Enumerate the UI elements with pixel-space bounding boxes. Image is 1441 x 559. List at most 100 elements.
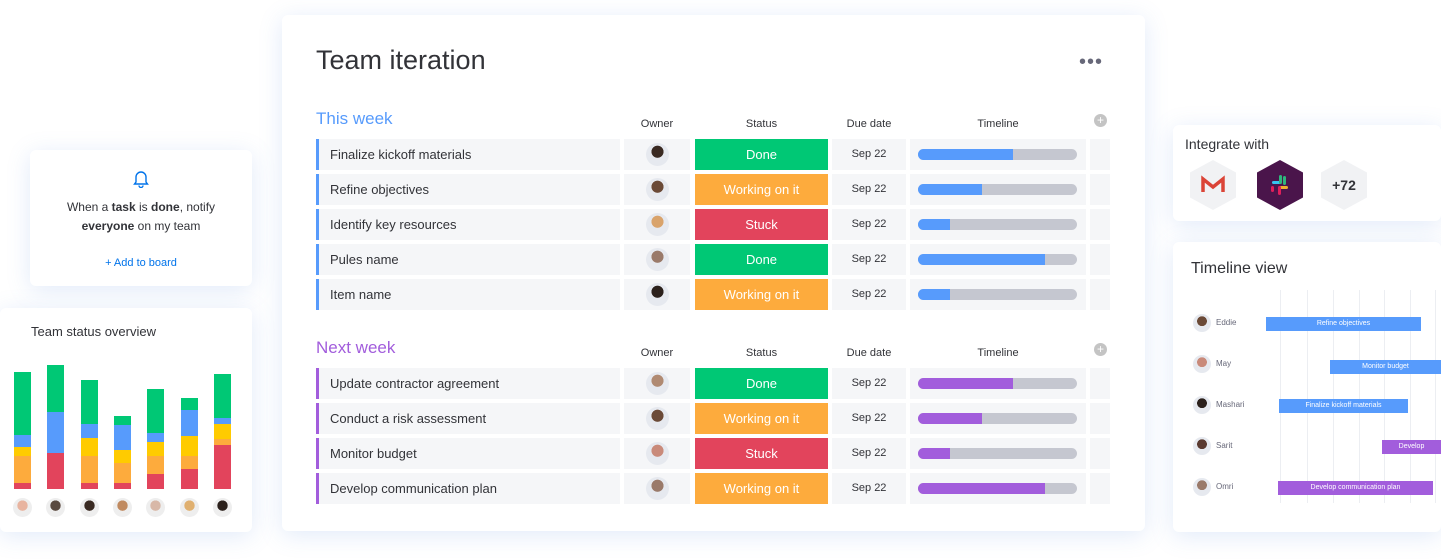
column-header-due: Due date <box>846 347 892 359</box>
timeline-bar <box>918 149 1077 160</box>
due-date[interactable]: Sep 22 <box>832 473 906 504</box>
bar-segment-review <box>80 424 98 438</box>
status-badge[interactable]: Working on it <box>695 403 828 434</box>
timeline-task-bar[interactable]: Refine objectives <box>1266 317 1421 331</box>
group-title[interactable]: This week <box>316 109 393 128</box>
extra-cell <box>1090 368 1110 399</box>
timeline-cell[interactable] <box>910 209 1086 240</box>
more-horizontal-icon[interactable]: ••• <box>1078 51 1103 73</box>
slack-icon[interactable] <box>1257 160 1303 210</box>
due-date[interactable]: Sep 22 <box>832 244 906 275</box>
due-date[interactable]: Sep 22 <box>832 438 906 469</box>
table-row[interactable]: Finalize kickoff materials Done Sep 22 <box>316 139 1112 170</box>
owner-cell[interactable] <box>624 174 690 205</box>
add-column-button[interactable]: + <box>1094 343 1107 356</box>
due-date[interactable]: Sep 22 <box>832 209 906 240</box>
table-row[interactable]: Develop communication plan Working on it S… <box>316 473 1112 504</box>
owner-cell[interactable] <box>624 403 690 434</box>
extra-cell <box>1090 174 1110 205</box>
group-title[interactable]: Next week <box>316 338 396 357</box>
owner-cell[interactable] <box>624 368 690 399</box>
owner-cell[interactable] <box>624 209 690 240</box>
timeline-bar <box>918 184 1077 195</box>
status-badge[interactable]: Done <box>695 244 828 275</box>
bar-segment-stuck <box>14 483 31 489</box>
status-badge[interactable]: Working on it <box>695 174 828 205</box>
add-to-board-link[interactable]: + Add to board <box>105 257 177 269</box>
bar-segment-pending <box>147 442 165 456</box>
owner-cell[interactable] <box>624 279 690 310</box>
timeline-task-bar[interactable]: Develop <box>1382 440 1441 454</box>
timeline-cell[interactable] <box>910 473 1086 504</box>
task-name[interactable]: Conduct a risk assessment <box>316 403 620 434</box>
table-row[interactable]: Item name Working on it Sep 22 <box>316 279 1112 310</box>
timeline-progress <box>918 219 950 230</box>
task-name[interactable]: Monitor budget <box>316 438 620 469</box>
table-row[interactable]: Monitor budget Stuck Sep 22 <box>316 438 1112 469</box>
timeline-bar <box>918 254 1077 265</box>
add-column-button[interactable]: + <box>1094 114 1107 127</box>
timeline-bar <box>918 219 1077 230</box>
bar-segment-done <box>180 398 198 410</box>
task-name[interactable]: Identify key resources <box>316 209 620 240</box>
status-badge[interactable]: Done <box>695 139 828 170</box>
column-header-timeline: Timeline <box>977 118 1019 130</box>
more-integrations-button[interactable]: +72 <box>1321 160 1367 210</box>
timeline-cell[interactable] <box>910 368 1086 399</box>
timeline-task-bar[interactable]: Finalize kickoff materials <box>1279 399 1408 413</box>
timeline-cell[interactable] <box>910 174 1086 205</box>
bar-segment-review <box>147 433 165 442</box>
status-badge[interactable]: Working on it <box>695 473 828 504</box>
bar-segment-review <box>180 410 198 436</box>
due-date[interactable]: Sep 22 <box>832 403 906 434</box>
task-name[interactable]: Develop communication plan <box>316 473 620 504</box>
due-date[interactable]: Sep 22 <box>832 174 906 205</box>
task-name[interactable]: Refine objectives <box>316 174 620 205</box>
avatar <box>646 283 669 306</box>
timeline-task-bar[interactable]: Monitor budget <box>1330 360 1441 374</box>
bar-segment-done <box>147 389 165 433</box>
status-badge[interactable]: Done <box>695 368 828 399</box>
integrations-card: Integrate with +72 <box>1173 125 1441 221</box>
table-row[interactable]: Update contractor agreement Done Sep 22 <box>316 368 1112 399</box>
timeline-cell[interactable] <box>910 244 1086 275</box>
gmail-icon[interactable] <box>1190 160 1236 210</box>
task-name[interactable]: Finalize kickoff materials <box>316 139 620 170</box>
timeline-cell[interactable] <box>910 438 1086 469</box>
due-date[interactable]: Sep 22 <box>832 368 906 399</box>
due-date[interactable]: Sep 22 <box>832 139 906 170</box>
owner-cell[interactable] <box>624 473 690 504</box>
column-header-status: Status <box>745 347 778 359</box>
timeline-cell[interactable] <box>910 279 1086 310</box>
bar-segment-working <box>147 456 165 474</box>
timeline-cell[interactable] <box>910 139 1086 170</box>
task-name[interactable]: Item name <box>316 279 620 310</box>
status-badge[interactable]: Stuck <box>695 209 828 240</box>
avatar <box>1193 437 1211 455</box>
timeline-progress <box>918 448 950 459</box>
timeline-progress <box>918 289 950 300</box>
bar-segment-working <box>180 456 198 469</box>
owner-cell[interactable] <box>624 438 690 469</box>
table-row[interactable]: Identify key resources Stuck Sep 22 <box>316 209 1112 240</box>
status-badge[interactable]: Stuck <box>695 438 828 469</box>
timeline-cell[interactable] <box>910 403 1086 434</box>
task-name[interactable]: Update contractor agreement <box>316 368 620 399</box>
grid-line <box>1359 290 1360 503</box>
team-status-overview-card: Team status overview <box>0 308 252 532</box>
table-row[interactable]: Conduct a risk assessment Working on it Se… <box>316 403 1112 434</box>
person-name: Mashari <box>1216 400 1245 409</box>
owner-cell[interactable] <box>624 244 690 275</box>
avatar <box>179 498 199 517</box>
status-badge[interactable]: Working on it <box>695 279 828 310</box>
task-group: This week Owner Status Due date Timeline + Fin… <box>316 109 1112 310</box>
task-name[interactable]: Pules name <box>316 244 620 275</box>
table-row[interactable]: Pules name Done Sep 22 <box>316 244 1112 275</box>
table-row[interactable]: Refine objectives Working on it Sep 22 <box>316 174 1112 205</box>
bar-segment-done <box>14 372 31 435</box>
due-date[interactable]: Sep 22 <box>832 279 906 310</box>
timeline-task-bar[interactable]: Develop communication plan <box>1278 481 1433 495</box>
owner-cell[interactable] <box>624 139 690 170</box>
bar-segment-working <box>80 456 98 483</box>
bar-segment-pending <box>213 424 231 439</box>
